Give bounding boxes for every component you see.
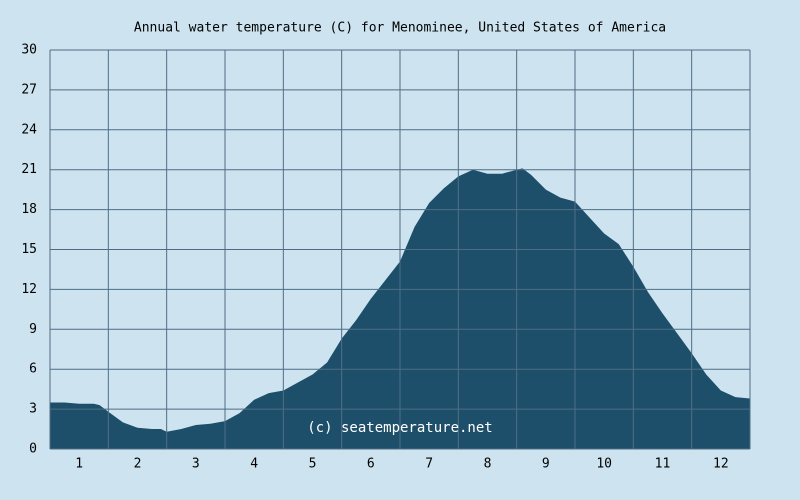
x-tick-label: 11 bbox=[655, 457, 671, 472]
y-tick-label: 6 bbox=[29, 362, 37, 377]
y-tick-label: 24 bbox=[21, 122, 37, 137]
y-tick-label: 30 bbox=[21, 43, 37, 58]
x-tick-label: 2 bbox=[134, 457, 142, 472]
x-tick-label: 1 bbox=[75, 457, 83, 472]
watermark: (c) seatemperature.net bbox=[307, 420, 492, 436]
y-tick-label: 15 bbox=[21, 242, 37, 257]
y-tick-label: 3 bbox=[29, 402, 37, 417]
x-tick-label: 7 bbox=[425, 457, 433, 472]
y-tick-label: 27 bbox=[21, 82, 37, 97]
y-tick-label: 18 bbox=[21, 202, 37, 217]
x-tick-label: 4 bbox=[250, 457, 258, 472]
x-tick-label: 3 bbox=[192, 457, 200, 472]
x-tick-label: 10 bbox=[596, 457, 612, 472]
x-tick-label: 5 bbox=[309, 457, 317, 472]
chart-title: Annual water temperature (C) for Menomin… bbox=[134, 21, 666, 36]
y-tick-label: 0 bbox=[29, 442, 37, 457]
y-tick-label: 9 bbox=[29, 322, 37, 337]
y-tick-label: 21 bbox=[21, 162, 37, 177]
x-tick-label: 12 bbox=[713, 457, 729, 472]
x-tick-label: 9 bbox=[542, 457, 550, 472]
x-tick-label: 8 bbox=[484, 457, 492, 472]
x-tick-label: 6 bbox=[367, 457, 375, 472]
y-tick-label: 12 bbox=[21, 282, 37, 297]
